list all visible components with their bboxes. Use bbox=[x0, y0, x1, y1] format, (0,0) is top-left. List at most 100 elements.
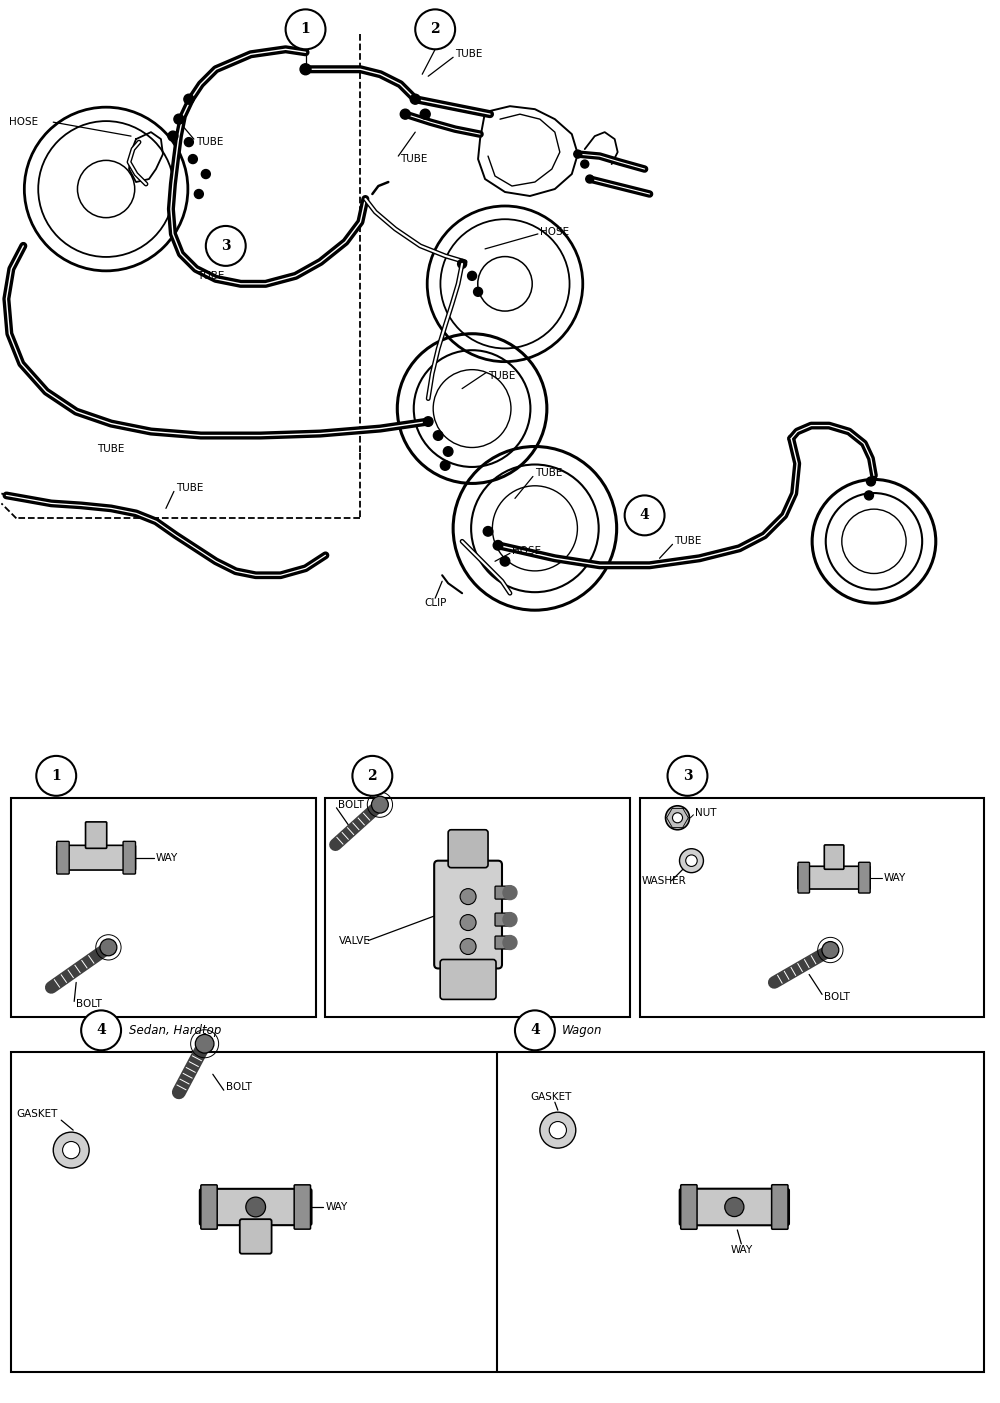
Circle shape bbox=[625, 495, 665, 536]
Text: TUBE: TUBE bbox=[535, 469, 562, 478]
FancyBboxPatch shape bbox=[772, 1184, 788, 1229]
Circle shape bbox=[100, 939, 117, 955]
FancyBboxPatch shape bbox=[680, 1188, 789, 1225]
Circle shape bbox=[500, 557, 510, 565]
FancyBboxPatch shape bbox=[434, 860, 502, 968]
Text: VALVE: VALVE bbox=[338, 936, 370, 946]
Text: TUBE: TUBE bbox=[488, 370, 515, 380]
Circle shape bbox=[440, 460, 450, 470]
Circle shape bbox=[468, 271, 477, 281]
Circle shape bbox=[668, 756, 707, 796]
FancyBboxPatch shape bbox=[495, 913, 511, 926]
Circle shape bbox=[493, 540, 503, 550]
FancyBboxPatch shape bbox=[859, 863, 870, 894]
Circle shape bbox=[174, 114, 184, 123]
Circle shape bbox=[458, 260, 467, 268]
Circle shape bbox=[503, 885, 517, 899]
Text: BOLT: BOLT bbox=[824, 992, 850, 1002]
FancyBboxPatch shape bbox=[57, 846, 136, 870]
Text: HOSE: HOSE bbox=[512, 546, 541, 557]
Circle shape bbox=[352, 756, 392, 796]
Text: TUBE: TUBE bbox=[196, 137, 223, 147]
Circle shape bbox=[188, 154, 197, 164]
Text: TUBE: TUBE bbox=[675, 536, 702, 546]
Circle shape bbox=[515, 1010, 555, 1051]
Circle shape bbox=[586, 175, 594, 182]
Circle shape bbox=[864, 491, 873, 499]
Circle shape bbox=[433, 431, 443, 441]
FancyBboxPatch shape bbox=[681, 1184, 697, 1229]
Text: TUBE: TUBE bbox=[176, 484, 203, 494]
Circle shape bbox=[503, 912, 517, 926]
Circle shape bbox=[53, 1132, 89, 1169]
Circle shape bbox=[686, 854, 697, 867]
Circle shape bbox=[460, 915, 476, 930]
Circle shape bbox=[201, 170, 210, 178]
Text: 1: 1 bbox=[301, 22, 310, 36]
Text: 2: 2 bbox=[368, 769, 377, 783]
FancyBboxPatch shape bbox=[798, 863, 810, 894]
Text: WAY: WAY bbox=[156, 853, 178, 863]
Text: BOLT: BOLT bbox=[338, 800, 364, 810]
FancyBboxPatch shape bbox=[448, 829, 488, 867]
Circle shape bbox=[581, 160, 589, 168]
Circle shape bbox=[474, 288, 483, 296]
Bar bbox=[11, 1052, 984, 1372]
Circle shape bbox=[540, 1113, 576, 1148]
Circle shape bbox=[503, 936, 517, 950]
Circle shape bbox=[725, 1197, 744, 1216]
Text: GASKET: GASKET bbox=[530, 1092, 571, 1103]
Circle shape bbox=[420, 109, 430, 119]
Circle shape bbox=[549, 1121, 566, 1139]
Text: TUBE: TUBE bbox=[400, 154, 428, 164]
Bar bbox=[325, 798, 630, 1017]
FancyBboxPatch shape bbox=[201, 1186, 217, 1229]
Text: Sedan, Hardtop: Sedan, Hardtop bbox=[129, 1024, 221, 1037]
Bar bbox=[640, 798, 984, 1017]
FancyBboxPatch shape bbox=[57, 842, 69, 874]
Text: BOLT: BOLT bbox=[226, 1082, 252, 1092]
Circle shape bbox=[574, 150, 582, 159]
Circle shape bbox=[866, 477, 875, 485]
Circle shape bbox=[483, 526, 493, 536]
Text: 4: 4 bbox=[96, 1023, 106, 1037]
Text: 2: 2 bbox=[430, 22, 440, 36]
Text: WAY: WAY bbox=[884, 873, 906, 882]
Text: WAY: WAY bbox=[730, 1244, 752, 1254]
Text: CLIP: CLIP bbox=[424, 598, 446, 607]
Text: 3: 3 bbox=[221, 239, 231, 253]
Circle shape bbox=[443, 446, 453, 456]
FancyBboxPatch shape bbox=[440, 960, 496, 999]
Circle shape bbox=[680, 849, 703, 873]
Circle shape bbox=[423, 417, 433, 427]
FancyBboxPatch shape bbox=[240, 1219, 272, 1254]
Text: HOSE: HOSE bbox=[540, 227, 569, 237]
Circle shape bbox=[672, 812, 683, 822]
Circle shape bbox=[36, 756, 76, 796]
Circle shape bbox=[460, 888, 476, 905]
Text: 1: 1 bbox=[51, 769, 61, 783]
FancyBboxPatch shape bbox=[200, 1188, 312, 1225]
Text: 4: 4 bbox=[640, 508, 649, 522]
Circle shape bbox=[81, 1010, 121, 1051]
Circle shape bbox=[286, 10, 325, 49]
Text: GASKET: GASKET bbox=[16, 1110, 58, 1120]
FancyBboxPatch shape bbox=[495, 887, 511, 899]
Bar bbox=[11, 798, 316, 1017]
Circle shape bbox=[184, 94, 194, 104]
Circle shape bbox=[460, 939, 476, 954]
Text: TUBE: TUBE bbox=[97, 443, 125, 453]
Text: HOSE: HOSE bbox=[9, 116, 38, 128]
Text: TUBE: TUBE bbox=[197, 271, 224, 281]
Circle shape bbox=[195, 1034, 214, 1054]
Text: 3: 3 bbox=[683, 769, 692, 783]
Text: BOLT: BOLT bbox=[76, 999, 102, 1009]
Circle shape bbox=[400, 109, 410, 119]
Text: WAY: WAY bbox=[325, 1202, 348, 1212]
Circle shape bbox=[184, 137, 193, 146]
Circle shape bbox=[168, 130, 178, 142]
Circle shape bbox=[246, 1197, 266, 1216]
Text: WASHER: WASHER bbox=[642, 875, 686, 885]
Circle shape bbox=[206, 226, 246, 265]
FancyBboxPatch shape bbox=[294, 1186, 311, 1229]
